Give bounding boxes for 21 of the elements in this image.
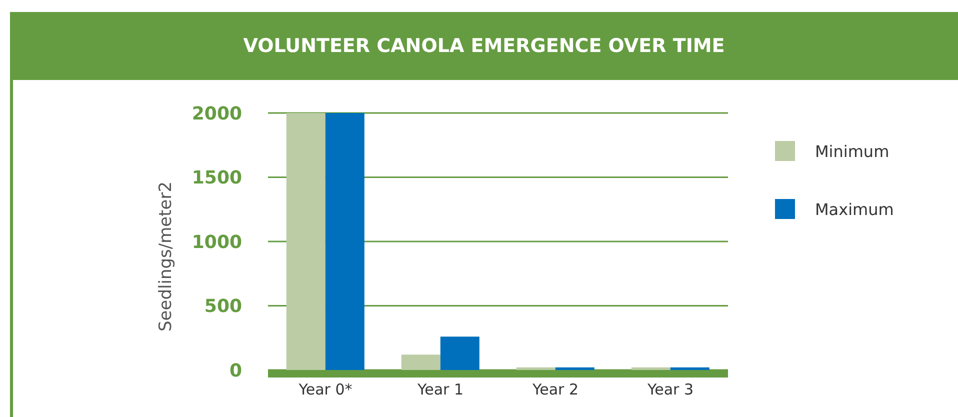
legend-label: Maximum (815, 200, 894, 218)
y-tick-label: 0 (229, 360, 242, 382)
bar (325, 113, 364, 370)
legend-label: Minimum (815, 142, 890, 160)
bar (670, 367, 710, 370)
x-tick-label: Year 1 (416, 380, 464, 399)
x-tick-label: Year 2 (531, 380, 579, 399)
bar (440, 336, 480, 370)
bar (516, 367, 556, 370)
x-tick-label: Year 0* (298, 380, 353, 399)
bar (555, 367, 594, 370)
y-axis-title: Seedlings/meter2 (156, 181, 176, 332)
y-tick-label: 500 (204, 296, 242, 318)
y-tick-label: 2000 (192, 103, 242, 124)
y-tick-label: 1000 (192, 232, 242, 253)
x-tick-label: Year 3 (646, 380, 694, 399)
bar (286, 113, 326, 370)
y-tick-label: 1500 (192, 168, 242, 189)
chart-title: VOLUNTEER CANOLA EMERGENCE OVER TIME (243, 35, 725, 57)
bar (631, 367, 670, 370)
bar (401, 354, 440, 370)
